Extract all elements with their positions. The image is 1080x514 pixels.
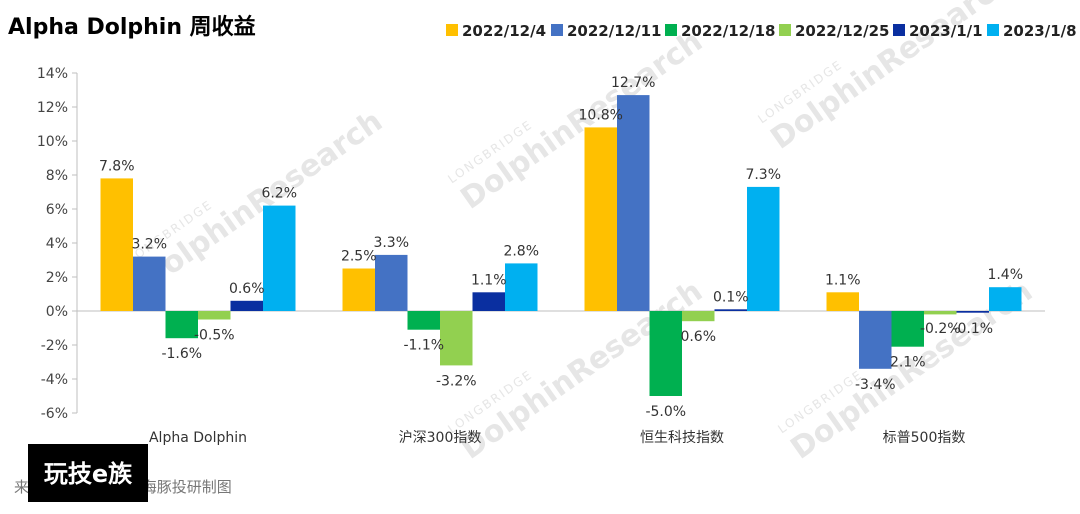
bar [407,311,440,330]
data-label: 7.3% [745,167,781,183]
bar [375,254,408,311]
data-label: 0.1% [713,289,749,305]
legend-swatch [987,24,999,36]
badge: 玩技e族 [28,444,148,502]
bar [584,127,617,312]
legend-label: 2022/12/18 [681,22,775,40]
bars [100,95,1022,396]
bar [682,311,715,322]
bar [165,311,198,339]
legend: 2022/12/4 2022/12/11 2022/12/18 2022/12/25 2… [446,22,1077,40]
data-label: -1.6% [161,346,202,362]
data-label: 2.5% [341,249,377,265]
data-label: -3.4% [855,377,896,393]
data-label: 1.4% [987,267,1023,283]
y-tick-label: 2% [46,270,68,286]
data-labels: 7.8% 3.2% -1.6% -0.5% 0.6% 6.2% 2.5%3.3% -1.1% -… [99,75,1023,420]
data-label: 3.3% [373,235,409,251]
legend-label: 2023/1/8 [1003,22,1077,40]
bar [472,292,505,311]
y-tick-label: -2% [41,338,68,354]
bar [714,309,747,311]
bar [956,311,989,313]
data-label: 6.2% [261,186,297,202]
category-label: 标普500指数 [883,430,966,446]
bar [505,263,538,311]
bar [649,311,682,396]
y-tick-label: 4% [46,236,68,252]
data-label: -0.1% [952,321,993,337]
y-tick-label: 12% [37,100,68,116]
data-label: -0.5% [194,328,235,344]
y-tick-label: 0% [46,304,68,320]
y-tick-label: -6% [41,406,68,422]
data-label: 0.6% [680,329,716,345]
category-label: Alpha Dolphin [149,430,247,446]
legend-swatch [446,24,458,36]
badge-background [28,444,148,502]
data-label: -1.1% [403,338,444,354]
data-label: -3.2% [436,373,477,389]
y-tick-label: 10% [37,134,68,150]
bar [989,287,1022,311]
legend-swatch [665,24,677,36]
legend-label: 2023/1/1 [909,22,983,40]
bar [826,292,859,311]
bar [891,311,924,347]
legend-label: 2022/12/11 [567,22,661,40]
data-label: -0.2% [920,321,961,337]
bar [133,256,166,311]
legend-label: 2022/12/25 [795,22,889,40]
category-label: 恒生科技指数 [640,430,724,446]
data-label: 10.8% [579,107,623,123]
chart-title: Alpha Dolphin 周收益 [8,14,256,40]
category-labels: Alpha Dolphin 沪深300指数 恒生科技指数 标普500指数 [149,430,965,446]
bar [100,178,133,311]
legend-swatch [551,24,563,36]
data-label: 3.2% [131,237,167,253]
bar [924,311,957,315]
data-label: -5.0% [645,404,686,420]
y-tick-label: 8% [46,168,68,184]
bar [198,311,231,320]
data-label: 12.7% [611,75,655,91]
bar [440,311,473,366]
bar [617,95,650,311]
y-tick-label: -4% [41,372,68,388]
category-label: 沪深300指数 [399,430,482,446]
bar [859,311,892,369]
data-label: 7.8% [99,158,135,174]
data-label: 1.1% [825,272,861,288]
bar [747,186,780,311]
y-tick-label: 14% [37,66,68,82]
legend-swatch [779,24,791,36]
legend-swatch [893,24,905,36]
data-label: 2.1% [890,355,926,371]
bar [230,300,263,311]
data-label: 0.6% [229,281,265,297]
legend-label: 2022/12/4 [462,22,546,40]
y-tick-label: 6% [46,202,68,218]
data-label: 2.8% [503,243,539,259]
bar [263,205,296,311]
data-label: 1.1% [471,272,507,288]
watermarks: DolphinResearchLONGBRIDGEDolphinResearch… [125,0,1039,467]
badge-text: 玩技e族 [44,460,133,488]
bar [342,268,375,311]
